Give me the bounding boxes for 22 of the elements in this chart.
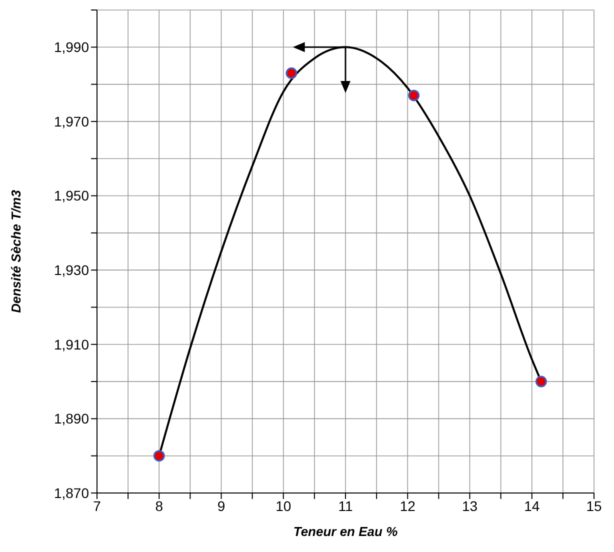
x-tick-label: 13: [462, 498, 478, 514]
point: [535, 376, 547, 388]
y-tick-label: 1,910: [54, 336, 90, 352]
y-tick-label: 1,990: [54, 39, 90, 56]
point: [408, 90, 420, 102]
x-tick-label: 10: [276, 498, 292, 514]
y-tick-label: 1,930: [54, 262, 90, 278]
x-tick-label: 11: [338, 498, 353, 514]
x-tick-label: 7: [93, 498, 102, 514]
x-tick-label: 12: [400, 498, 416, 514]
x-tick-label: 8: [155, 498, 164, 514]
point: [153, 450, 165, 462]
y-tick-label: 1,970: [54, 113, 90, 130]
point: [286, 67, 298, 79]
y-tick-label: 1,890: [54, 410, 90, 427]
x-tick-label: 9: [217, 498, 226, 514]
y-tick-label: 1,950: [54, 188, 90, 204]
x-axis-title: Teneur en Eau %: [293, 524, 398, 539]
x-tick-label: 15: [586, 498, 602, 514]
y-tick-label: 1,870: [54, 484, 90, 501]
y-axis-title: Densité Sèche T/m3: [8, 189, 24, 313]
x-tick-label: 14: [524, 498, 540, 514]
